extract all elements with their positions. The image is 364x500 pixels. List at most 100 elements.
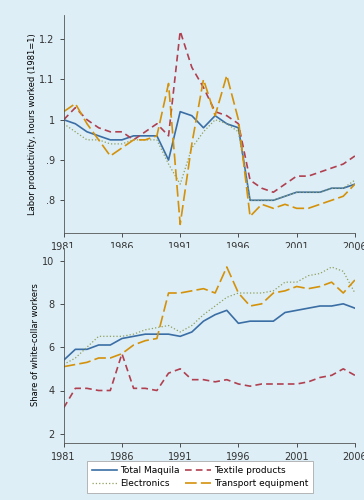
Electronics xyxy=(155,324,159,330)
Transport equipment xyxy=(248,303,252,309)
Total Maquila xyxy=(236,320,241,326)
Total Maquila xyxy=(120,137,124,143)
Transport equipment xyxy=(120,350,124,356)
Textile products xyxy=(178,366,182,372)
Textile products xyxy=(294,381,299,387)
Transport equipment xyxy=(96,355,101,361)
Textile products xyxy=(166,133,171,139)
Electronics xyxy=(341,268,345,274)
Transport equipment xyxy=(225,264,229,270)
Transport equipment xyxy=(283,202,287,207)
Textile products xyxy=(178,28,182,34)
Electronics xyxy=(283,193,287,199)
Total Maquila xyxy=(260,198,264,203)
Electronics xyxy=(120,334,124,340)
Line: Electronics: Electronics xyxy=(64,267,355,364)
Total Maquila xyxy=(353,305,357,311)
Textile products xyxy=(248,383,252,389)
Total Maquila xyxy=(85,129,89,135)
Transport equipment xyxy=(155,133,159,139)
Transport equipment xyxy=(306,206,310,212)
Electronics xyxy=(260,290,264,296)
Transport equipment xyxy=(108,153,112,159)
Textile products xyxy=(353,372,357,378)
Electronics xyxy=(236,129,241,135)
Electronics xyxy=(85,344,89,350)
Electronics xyxy=(108,141,112,147)
Textile products xyxy=(283,381,287,387)
Y-axis label: Labor productivity, hours worked (1981=1): Labor productivity, hours worked (1981=1… xyxy=(28,33,36,214)
Textile products xyxy=(131,386,136,392)
Transport equipment xyxy=(178,222,182,228)
Textile products xyxy=(260,185,264,191)
Transport equipment xyxy=(294,206,299,212)
Total Maquila xyxy=(248,318,252,324)
Total Maquila xyxy=(73,120,78,126)
Total Maquila xyxy=(341,185,345,191)
Textile products xyxy=(341,161,345,167)
Transport equipment xyxy=(131,342,136,348)
Textile products xyxy=(225,112,229,118)
Total Maquila xyxy=(306,189,310,195)
Total Maquila xyxy=(131,133,136,139)
Total Maquila xyxy=(283,193,287,199)
Textile products xyxy=(236,120,241,126)
Transport equipment xyxy=(260,301,264,307)
Total Maquila xyxy=(329,185,334,191)
Legend: Total Maquila, Electronics, Textile products, Transport equipment: Total Maquila, Electronics, Textile prod… xyxy=(87,462,313,493)
Transport equipment xyxy=(131,137,136,143)
Electronics xyxy=(143,137,147,143)
Total Maquila xyxy=(155,133,159,139)
Transport equipment xyxy=(341,193,345,199)
Textile products xyxy=(213,379,217,385)
Total Maquila xyxy=(236,125,241,131)
Electronics xyxy=(353,177,357,183)
Line: Transport equipment: Transport equipment xyxy=(64,267,355,366)
Electronics xyxy=(329,264,334,270)
Transport equipment xyxy=(271,290,276,296)
Total Maquila xyxy=(85,346,89,352)
Total Maquila xyxy=(341,301,345,307)
Textile products xyxy=(96,388,101,394)
Textile products xyxy=(213,108,217,114)
Textile products xyxy=(341,366,345,372)
Textile products xyxy=(96,125,101,131)
Transport equipment xyxy=(62,108,66,114)
Total Maquila xyxy=(271,318,276,324)
Textile products xyxy=(329,165,334,171)
Electronics xyxy=(62,362,66,368)
Total Maquila xyxy=(108,342,112,348)
Transport equipment xyxy=(329,279,334,285)
Electronics xyxy=(236,290,241,296)
Total Maquila xyxy=(96,342,101,348)
Textile products xyxy=(283,181,287,187)
Transport equipment xyxy=(201,76,206,82)
Textile products xyxy=(271,381,276,387)
Total Maquila xyxy=(248,198,252,203)
Electronics xyxy=(120,141,124,147)
Line: Transport equipment: Transport equipment xyxy=(64,76,355,225)
Total Maquila xyxy=(166,157,171,163)
Electronics xyxy=(294,189,299,195)
Textile products xyxy=(260,381,264,387)
Transport equipment xyxy=(120,145,124,151)
Textile products xyxy=(108,388,112,394)
Transport equipment xyxy=(353,181,357,187)
Electronics xyxy=(225,294,229,300)
Total Maquila xyxy=(225,308,229,314)
Electronics xyxy=(166,161,171,167)
Transport equipment xyxy=(236,290,241,296)
Textile products xyxy=(201,376,206,382)
Transport equipment xyxy=(166,80,171,86)
Electronics xyxy=(213,116,217,122)
Transport equipment xyxy=(96,137,101,143)
Total Maquila xyxy=(294,189,299,195)
Electronics xyxy=(341,185,345,191)
Total Maquila xyxy=(318,303,322,309)
Total Maquila xyxy=(190,329,194,335)
Total Maquila xyxy=(143,331,147,337)
Electronics xyxy=(108,334,112,340)
Total Maquila xyxy=(178,334,182,340)
Textile products xyxy=(306,173,310,179)
Electronics xyxy=(318,189,322,195)
